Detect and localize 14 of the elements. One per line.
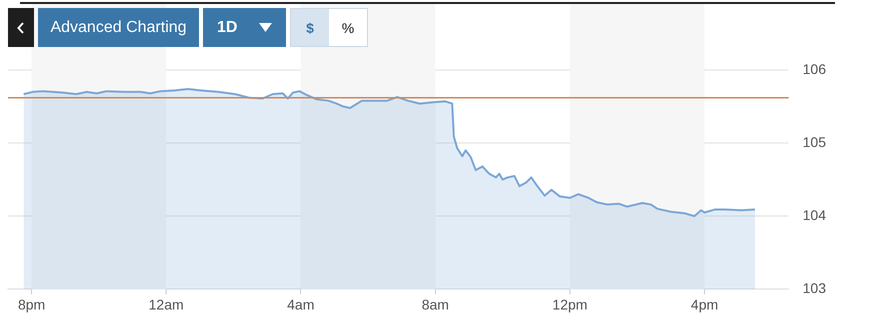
x-tick-label: 8pm [18,296,46,312]
x-tick-label: 4am [287,296,314,312]
x-tick-label: 12pm [552,296,588,312]
text: 1D [217,18,238,36]
y-tick-label: 104 [802,206,826,223]
y-tick-label: 106 [802,60,826,77]
text: Advanced Charting [38,8,199,47]
text: % [329,9,367,46]
y-tick-label: 105 [802,134,826,150]
text: $ [291,9,329,46]
x-tick-label: 8am [422,296,449,312]
x-tick-label: 4pm [690,296,718,312]
y-tick-label: 103 [802,280,826,296]
x-tick-label: 12am [148,296,184,312]
